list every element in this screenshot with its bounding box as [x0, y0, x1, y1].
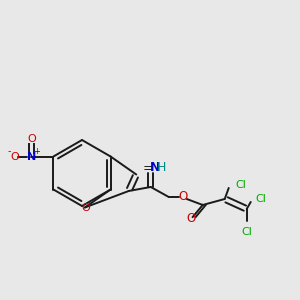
Text: N: N	[149, 161, 160, 175]
Text: Cl: Cl	[256, 194, 267, 204]
Text: H: H	[157, 161, 166, 175]
Text: =: =	[142, 163, 153, 176]
Text: O: O	[27, 134, 36, 145]
Text: Cl: Cl	[236, 180, 247, 190]
Text: O: O	[186, 212, 195, 226]
Text: O: O	[178, 190, 188, 203]
Text: N: N	[27, 152, 36, 161]
Text: O: O	[10, 152, 19, 161]
Text: +: +	[33, 147, 40, 156]
Text: O: O	[82, 203, 90, 214]
Text: -: -	[8, 146, 11, 157]
Text: Cl: Cl	[241, 227, 252, 237]
